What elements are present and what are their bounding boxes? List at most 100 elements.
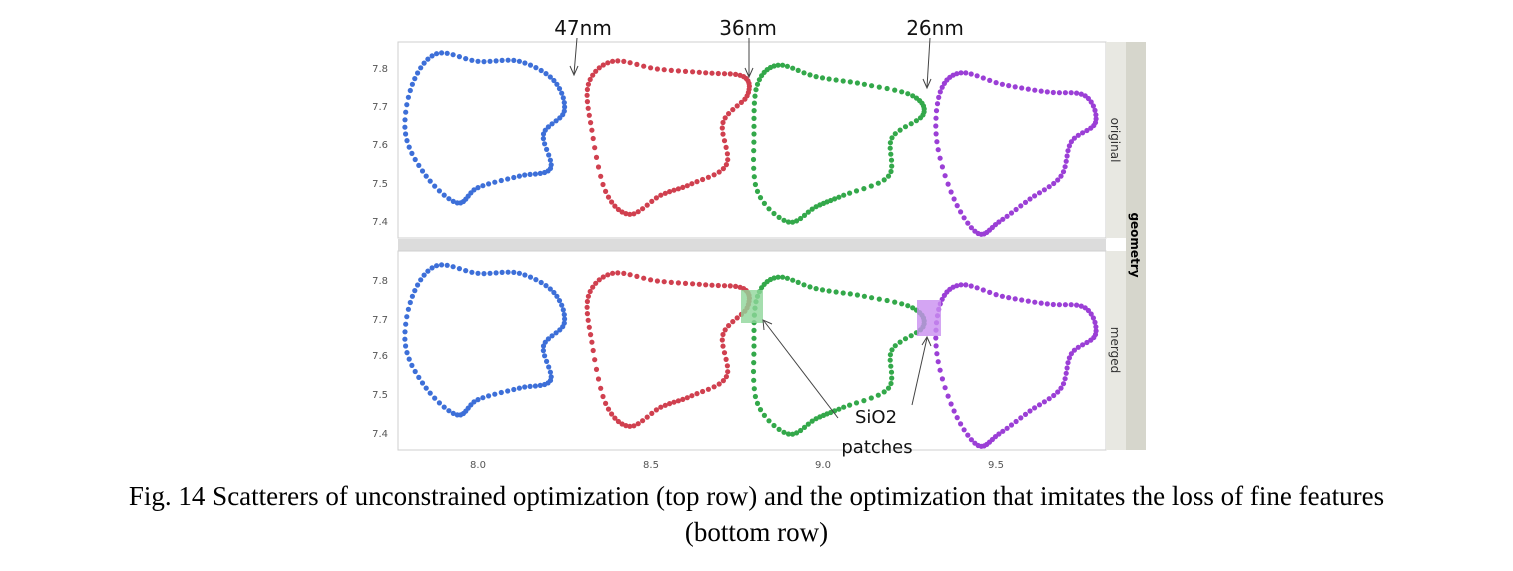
scatter-point-original-s4 bbox=[1078, 91, 1084, 97]
scatter-point-merged-s2 bbox=[719, 337, 725, 343]
scatter-point-merged-s1 bbox=[511, 269, 517, 275]
scatter-point-original-s2 bbox=[589, 127, 595, 133]
scatter-point-original-s1 bbox=[446, 196, 452, 202]
y-tick-top-7.6: 7.6 bbox=[372, 140, 388, 151]
scatter-point-original-s4 bbox=[1006, 83, 1012, 89]
scatter-point-original-s4 bbox=[1038, 88, 1044, 94]
scatter-point-merged-s1 bbox=[532, 383, 539, 389]
scatter-point-original-s1 bbox=[406, 144, 412, 150]
scatter-point-original-s4 bbox=[1000, 216, 1006, 222]
scatter-point-merged-s4 bbox=[1013, 418, 1019, 425]
scatter-point-original-s3 bbox=[899, 89, 905, 95]
scatter-point-merged-s2 bbox=[593, 280, 599, 286]
scatter-point-merged-s2 bbox=[584, 304, 590, 310]
scatter-point-original-s4 bbox=[1051, 180, 1057, 187]
scatter-point-merged-s2 bbox=[694, 391, 700, 397]
scatter-point-merged-s3 bbox=[905, 303, 911, 309]
scatter-point-original-s3 bbox=[889, 163, 895, 169]
scatter-point-original-s2 bbox=[700, 176, 706, 183]
scatter-point-merged-s2 bbox=[584, 311, 591, 317]
scatter-point-original-s2 bbox=[690, 69, 696, 75]
scatter-point-original-s2 bbox=[648, 65, 654, 71]
scatter-point-merged-s3 bbox=[833, 289, 839, 295]
scatter-point-original-s2 bbox=[631, 211, 637, 217]
scatter-point-merged-s4 bbox=[1088, 337, 1094, 343]
scatter-point-merged-s2 bbox=[721, 283, 728, 289]
scatter-point-original-s4 bbox=[961, 215, 967, 221]
scatter-point-merged-s3 bbox=[761, 412, 768, 418]
scatter-point-merged-s3 bbox=[751, 386, 757, 392]
scatter-point-merged-s1 bbox=[527, 274, 534, 280]
scatter-point-merged-s2 bbox=[684, 395, 690, 401]
scatter-point-merged-s4 bbox=[965, 432, 971, 438]
scatter-point-merged-s4 bbox=[1046, 396, 1052, 402]
scatter-point-merged-s4 bbox=[1065, 360, 1071, 366]
scatter-point-original-s4 bbox=[974, 73, 980, 79]
scatter-point-merged-s2 bbox=[600, 393, 606, 400]
scatter-point-original-s4 bbox=[1080, 130, 1086, 136]
scatter-point-merged-s1 bbox=[475, 270, 481, 276]
scatter-point-merged-s1 bbox=[415, 282, 421, 288]
scatter-point-original-s3 bbox=[776, 214, 782, 220]
y-tick-bottom-7.5: 7.5 bbox=[372, 390, 388, 401]
scatter-point-original-s2 bbox=[722, 115, 728, 121]
scatter-point-original-s1 bbox=[404, 102, 410, 108]
scatter-point-merged-s1 bbox=[412, 368, 418, 375]
scatter-point-original-s1 bbox=[469, 57, 475, 63]
scatter-point-merged-s2 bbox=[585, 293, 592, 299]
scatter-point-original-s4 bbox=[1032, 87, 1038, 93]
scatter-point-merged-s1 bbox=[551, 289, 557, 296]
scatter-point-merged-s4 bbox=[1071, 347, 1077, 353]
scatter-point-original-s3 bbox=[752, 93, 758, 99]
scatter-point-merged-s2 bbox=[700, 388, 706, 395]
scatter-point-merged-s1 bbox=[481, 271, 487, 277]
scatter-point-merged-s2 bbox=[734, 315, 740, 321]
scatter-point-original-s4 bbox=[993, 80, 999, 86]
scatter-point-merged-s1 bbox=[427, 390, 433, 396]
scatter-point-merged-s1 bbox=[480, 395, 486, 401]
scatter-point-original-s2 bbox=[584, 86, 591, 93]
scatter-point-merged-s4 bbox=[1032, 299, 1038, 305]
scatter-point-merged-s1 bbox=[557, 327, 563, 333]
scatter-point-merged-s4 bbox=[1008, 422, 1015, 428]
scatter-point-original-s1 bbox=[412, 156, 418, 163]
scatter-point-merged-s1 bbox=[533, 277, 539, 283]
scatter-point-original-s4 bbox=[1090, 103, 1096, 109]
scatter-point-original-s4 bbox=[933, 131, 939, 137]
scatter-point-original-s3 bbox=[766, 206, 772, 212]
scatter-point-original-s1 bbox=[432, 183, 438, 189]
scatter-point-merged-s4 bbox=[1044, 301, 1050, 307]
scatter-point-original-s3 bbox=[794, 218, 800, 224]
scatter-point-merged-s2 bbox=[600, 274, 606, 280]
scatter-point-merged-s1 bbox=[402, 329, 408, 335]
scatter-point-original-s1 bbox=[498, 177, 504, 184]
scatter-point-original-s1 bbox=[463, 56, 469, 62]
scatter-point-merged-s3 bbox=[775, 274, 781, 280]
scatter-point-original-s2 bbox=[621, 58, 627, 64]
scatter-point-original-s1 bbox=[542, 169, 548, 176]
scatter-point-original-s1 bbox=[562, 104, 568, 110]
scatter-point-original-s4 bbox=[934, 101, 941, 107]
scatter-point-original-s1 bbox=[505, 57, 511, 63]
scatter-point-original-s3 bbox=[813, 204, 819, 210]
scatter-point-original-s1 bbox=[556, 86, 563, 92]
scatter-point-original-s3 bbox=[790, 219, 796, 225]
scatter-point-original-s3 bbox=[832, 196, 838, 202]
scatter-point-merged-s3 bbox=[794, 430, 800, 436]
scatter-point-merged-s3 bbox=[853, 400, 860, 406]
scatter-point-merged-s1 bbox=[409, 362, 415, 368]
scatter-point-original-s3 bbox=[885, 173, 892, 179]
scatter-point-merged-s3 bbox=[881, 389, 887, 395]
scatter-point-original-s2 bbox=[661, 67, 667, 73]
scatter-points-original bbox=[402, 50, 1099, 237]
scatter-point-original-s4 bbox=[1093, 112, 1099, 118]
scatter-point-merged-s1 bbox=[402, 336, 408, 342]
scatter-point-merged-s3 bbox=[847, 402, 853, 408]
scatter-point-original-s4 bbox=[1041, 187, 1047, 193]
scatter-point-merged-s2 bbox=[627, 272, 633, 278]
scatter-point-original-s1 bbox=[450, 52, 456, 58]
scatter-point-original-s1 bbox=[419, 168, 426, 174]
scatter-point-original-s1 bbox=[403, 109, 409, 115]
scatter-point-merged-s1 bbox=[516, 270, 523, 276]
scatter-point-merged-s4 bbox=[1006, 295, 1012, 301]
